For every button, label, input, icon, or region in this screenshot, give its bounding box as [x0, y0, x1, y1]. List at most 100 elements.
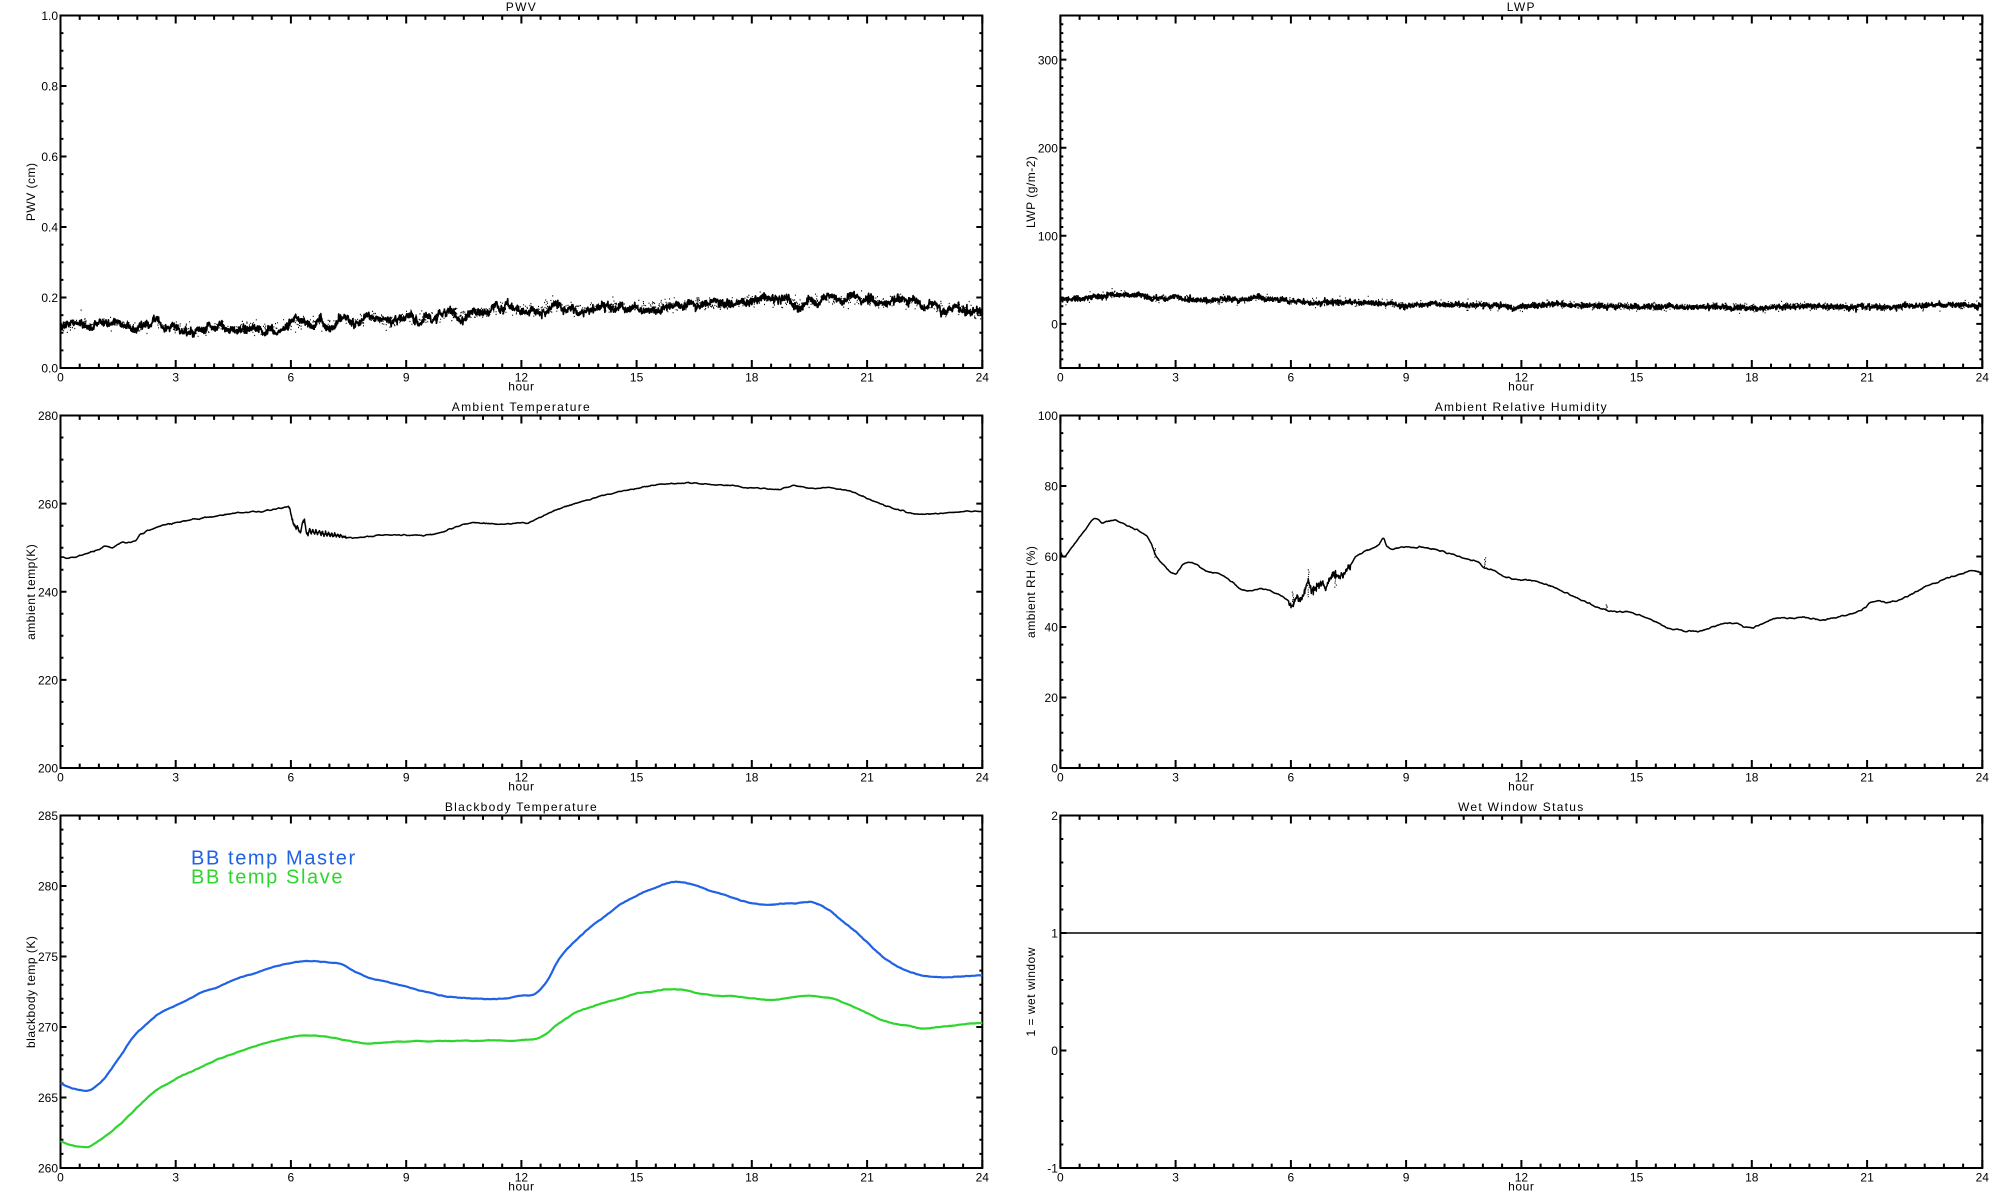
svg-text:6: 6 [1288, 370, 1295, 384]
svg-text:3: 3 [1172, 1170, 1179, 1184]
svg-text:300: 300 [1038, 53, 1058, 67]
svg-text:hour: hour [508, 1179, 534, 1193]
svg-text:0.0: 0.0 [41, 362, 58, 376]
svg-text:40: 40 [1045, 621, 1059, 635]
svg-text:280: 280 [38, 880, 58, 894]
svg-text:24: 24 [1976, 370, 1990, 384]
svg-text:9: 9 [1403, 1170, 1410, 1184]
svg-text:18: 18 [745, 370, 759, 384]
svg-text:100: 100 [1038, 230, 1058, 244]
svg-text:260: 260 [38, 1162, 58, 1176]
svg-text:24: 24 [1976, 1170, 1990, 1184]
svg-text:hour: hour [1508, 779, 1534, 793]
svg-text:0: 0 [1051, 318, 1058, 332]
svg-text:hour: hour [508, 379, 534, 393]
svg-text:hour: hour [1508, 379, 1534, 393]
svg-text:6: 6 [288, 1170, 295, 1184]
svg-text:60: 60 [1045, 550, 1059, 564]
svg-text:Ambient Temperature: Ambient Temperature [452, 400, 591, 414]
svg-text:0: 0 [57, 1170, 64, 1184]
svg-text:Blackbody Temperature: Blackbody Temperature [445, 800, 598, 814]
svg-text:LWP (g/m-2): LWP (g/m-2) [1024, 156, 1038, 228]
svg-text:0.6: 0.6 [41, 150, 58, 164]
svg-text:Ambient Relative Humidity: Ambient Relative Humidity [1435, 400, 1608, 414]
svg-text:hour: hour [508, 779, 534, 793]
svg-text:ambient temp(K): ambient temp(K) [24, 544, 38, 640]
svg-text:0.4: 0.4 [41, 221, 58, 235]
svg-text:3: 3 [172, 770, 179, 784]
svg-text:18: 18 [1745, 1170, 1759, 1184]
svg-text:12: 12 [1515, 770, 1529, 784]
svg-text:1 = wet window: 1 = wet window [1024, 947, 1038, 1036]
svg-text:220: 220 [38, 674, 58, 688]
svg-text:280: 280 [38, 409, 58, 423]
svg-text:15: 15 [1630, 1170, 1644, 1184]
svg-text:3: 3 [1172, 770, 1179, 784]
svg-text:24: 24 [976, 370, 990, 384]
svg-text:240: 240 [38, 586, 58, 600]
svg-text:LWP: LWP [1507, 0, 1536, 14]
svg-text:0: 0 [57, 770, 64, 784]
svg-text:hour: hour [1508, 1179, 1534, 1193]
svg-text:15: 15 [630, 370, 644, 384]
svg-text:260: 260 [38, 497, 58, 511]
svg-text:18: 18 [1745, 770, 1759, 784]
svg-text:21: 21 [860, 1170, 874, 1184]
svg-text:6: 6 [1288, 1170, 1295, 1184]
svg-text:20: 20 [1045, 691, 1059, 705]
svg-text:6: 6 [288, 770, 295, 784]
svg-text:6: 6 [288, 370, 295, 384]
svg-text:PWV: PWV [506, 0, 537, 14]
svg-text:200: 200 [38, 762, 58, 776]
svg-text:12: 12 [1515, 1170, 1529, 1184]
svg-text:24: 24 [1976, 770, 1990, 784]
svg-text:275: 275 [38, 950, 58, 964]
svg-text:21: 21 [860, 370, 874, 384]
svg-text:ambient RH (%): ambient RH (%) [1024, 546, 1038, 638]
svg-text:-1: -1 [1047, 1162, 1058, 1176]
svg-text:0.8: 0.8 [41, 80, 58, 94]
svg-text:21: 21 [1860, 770, 1874, 784]
svg-text:24: 24 [976, 1170, 990, 1184]
svg-text:285: 285 [38, 809, 58, 823]
svg-text:21: 21 [1860, 1170, 1874, 1184]
svg-text:15: 15 [630, 770, 644, 784]
svg-text:Wet Window Status: Wet Window Status [1458, 800, 1585, 814]
svg-text:24: 24 [976, 770, 990, 784]
svg-text:9: 9 [403, 770, 410, 784]
svg-text:12: 12 [515, 1170, 529, 1184]
svg-text:BB temp Master: BB temp Master [191, 848, 357, 870]
svg-text:0: 0 [1057, 370, 1064, 384]
svg-text:3: 3 [172, 1170, 179, 1184]
svg-text:blackbody temp (K): blackbody temp (K) [24, 936, 38, 1048]
svg-text:3: 3 [172, 370, 179, 384]
svg-text:21: 21 [1860, 370, 1874, 384]
svg-text:12: 12 [1515, 370, 1529, 384]
svg-text:270: 270 [38, 1021, 58, 1035]
svg-text:100: 100 [1038, 409, 1058, 423]
svg-text:200: 200 [1038, 141, 1058, 155]
svg-text:BB temp Slave: BB temp Slave [191, 867, 344, 889]
svg-text:15: 15 [1630, 370, 1644, 384]
svg-text:1: 1 [1051, 927, 1058, 941]
svg-text:9: 9 [403, 370, 410, 384]
svg-text:15: 15 [1630, 770, 1644, 784]
svg-text:6: 6 [1288, 770, 1295, 784]
svg-text:265: 265 [38, 1091, 58, 1105]
svg-text:18: 18 [745, 1170, 759, 1184]
svg-text:12: 12 [515, 370, 529, 384]
svg-text:0: 0 [1057, 770, 1064, 784]
svg-text:0: 0 [57, 370, 64, 384]
svg-text:9: 9 [403, 1170, 410, 1184]
svg-text:0: 0 [1051, 1044, 1058, 1058]
svg-text:18: 18 [1745, 370, 1759, 384]
svg-text:21: 21 [860, 770, 874, 784]
svg-text:9: 9 [1403, 370, 1410, 384]
svg-text:2: 2 [1051, 809, 1058, 823]
svg-text:9: 9 [1403, 770, 1410, 784]
svg-text:80: 80 [1045, 480, 1059, 494]
svg-text:12: 12 [515, 770, 529, 784]
svg-text:1.0: 1.0 [41, 9, 58, 23]
svg-text:0.2: 0.2 [41, 291, 58, 305]
svg-text:PWV (cm): PWV (cm) [24, 162, 38, 221]
